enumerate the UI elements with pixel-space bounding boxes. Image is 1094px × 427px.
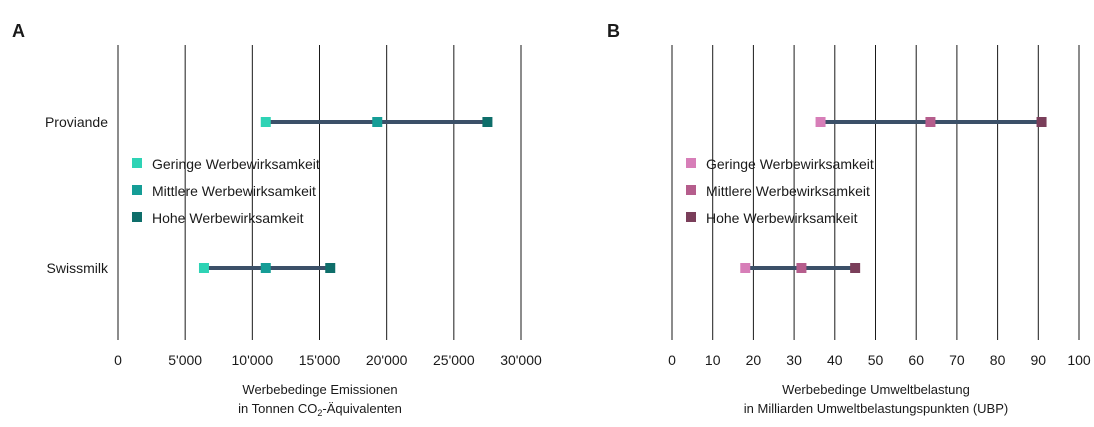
x-axis-label-line2: in Tonnen CO2-Äquivalenten	[238, 401, 402, 418]
legend-label: Mittlere Werbewirksamkeit	[152, 183, 316, 199]
legend-swatch	[132, 158, 142, 168]
x-tick-label: 20'000	[366, 352, 408, 368]
data-point	[260, 117, 271, 127]
category-label: Proviande	[45, 114, 108, 130]
data-point	[796, 263, 807, 273]
data-point	[325, 263, 336, 273]
data-point	[925, 117, 936, 127]
panel-a: A 0 5'000 10'000 15'000 20'000 25'000 30'000 Pro…	[12, 21, 542, 418]
legend-label: Hohe Werbewirksamkeit	[152, 210, 304, 226]
panel-label: B	[607, 21, 620, 41]
x-tick-label: 20	[746, 352, 762, 368]
legend-label: Mittlere Werbewirksamkeit	[706, 183, 870, 199]
data-point	[740, 263, 751, 273]
x-axis-label-line2: in Milliarden Umweltbelastungspunkten (U…	[744, 401, 1008, 416]
x-tick-label: 90	[1031, 352, 1047, 368]
panel-b: B 0 10 20 30 40 50 60 70 80 90 100 Geringe Werbewirk…	[607, 21, 1091, 416]
x-tick-label: 30	[786, 352, 802, 368]
x-tick-label: 40	[827, 352, 843, 368]
x-axis-label-subscript: 2	[317, 408, 322, 418]
legend-swatch	[686, 185, 696, 195]
legend-swatch	[686, 212, 696, 222]
data-point	[815, 117, 826, 127]
x-tick-label: 5'000	[168, 352, 202, 368]
legend-label: Hohe Werbewirksamkeit	[706, 210, 858, 226]
data-point	[260, 263, 271, 273]
panel-label: A	[12, 21, 25, 41]
legend-swatch	[686, 158, 696, 168]
data-point	[1036, 117, 1047, 127]
legend-swatch	[132, 212, 142, 222]
x-axis-label-part: -Äquivalenten	[322, 401, 402, 416]
x-axis-label-part: in Tonnen CO	[238, 401, 317, 416]
x-tick-label: 50	[868, 352, 884, 368]
x-tick-label: 10	[705, 352, 721, 368]
legend-label: Geringe Werbewirksamkeit	[152, 156, 320, 172]
x-tick-label: 0	[668, 352, 676, 368]
x-tick-label: 0	[114, 352, 122, 368]
x-tick-label: 10'000	[232, 352, 274, 368]
x-axis-label: Werbebedinge Umweltbelastung	[782, 382, 970, 397]
x-tick-label: 60	[908, 352, 924, 368]
x-tick-label: 30'000	[500, 352, 542, 368]
legend-swatch	[132, 185, 142, 195]
x-tick-label: 100	[1067, 352, 1091, 368]
legend-label: Geringe Werbewirksamkeit	[706, 156, 874, 172]
category-label: Swissmilk	[47, 260, 109, 276]
x-tick-label: 25'000	[433, 352, 475, 368]
x-axis-label: Werbebedinge Emissionen	[242, 382, 397, 397]
x-tick-label: 80	[990, 352, 1006, 368]
x-tick-label: 15'000	[299, 352, 341, 368]
data-point	[372, 117, 383, 127]
data-point	[198, 263, 209, 273]
data-point	[482, 117, 493, 127]
data-point	[850, 263, 861, 273]
x-tick-label: 70	[949, 352, 965, 368]
